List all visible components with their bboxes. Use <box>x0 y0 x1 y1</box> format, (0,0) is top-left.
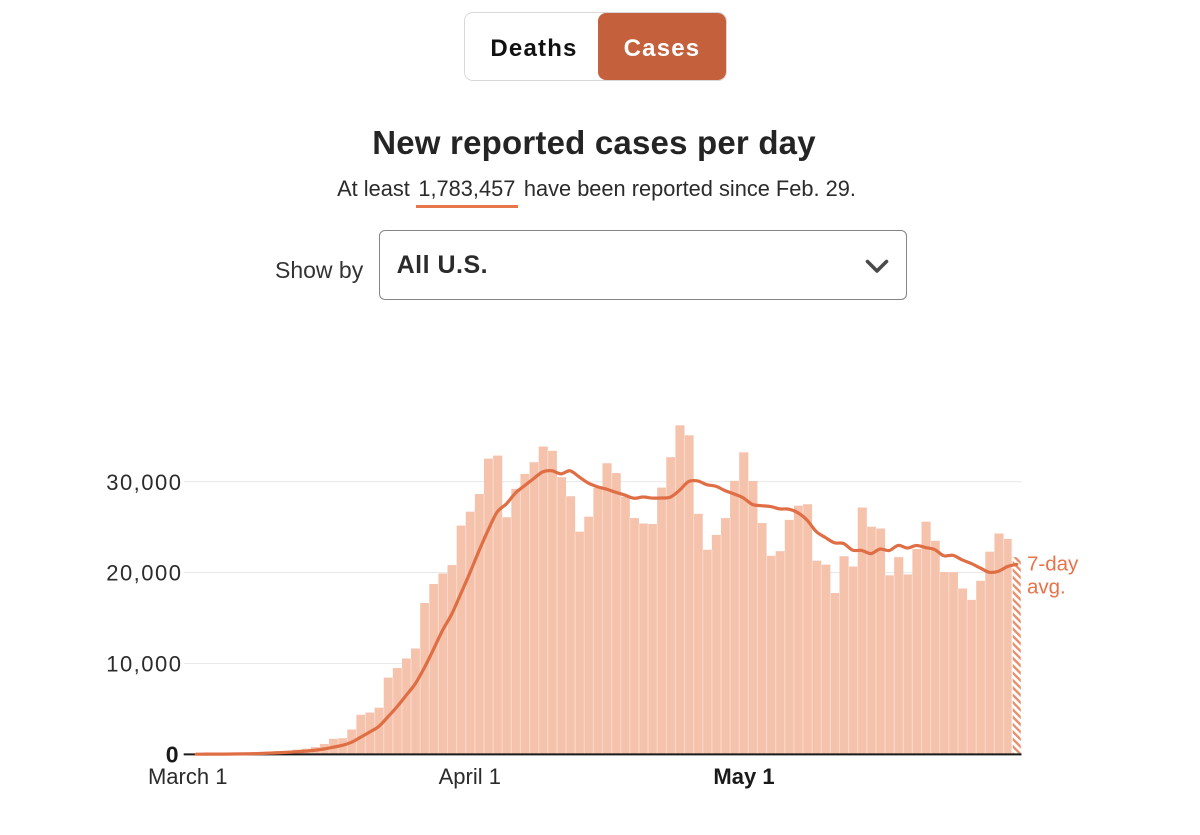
svg-text:April 1: April 1 <box>439 764 501 789</box>
svg-text:7-day: 7-day <box>1027 553 1079 576</box>
svg-text:10,000: 10,000 <box>106 652 182 677</box>
svg-text:30,000: 30,000 <box>106 470 182 495</box>
svg-text:May 1: May 1 <box>713 764 774 789</box>
svg-text:0: 0 <box>166 742 179 768</box>
svg-text:avg.: avg. <box>1027 576 1066 599</box>
svg-text:March 1: March 1 <box>148 764 227 789</box>
svg-text:20,000: 20,000 <box>106 561 182 586</box>
